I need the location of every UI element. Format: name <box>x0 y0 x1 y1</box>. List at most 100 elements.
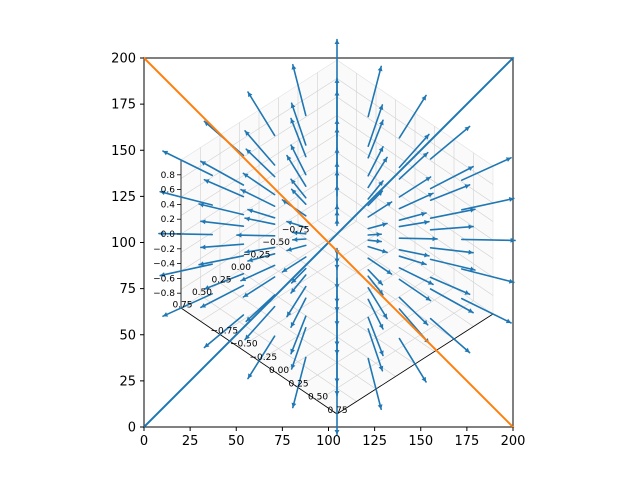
quiver-arrowhead <box>290 118 295 124</box>
quiver-arrowhead <box>467 166 474 171</box>
quiver-arrow <box>203 178 245 198</box>
quiver-arrow <box>367 156 388 189</box>
inset-x-tick-label: 0.50 <box>192 288 212 298</box>
quiver-arrow <box>460 157 512 181</box>
quiver-arrowhead <box>247 257 253 263</box>
quiver-arrowhead <box>378 146 384 152</box>
quiver-arrowhead <box>464 347 470 353</box>
quiver-arrowhead <box>424 252 429 258</box>
quiver-arrowhead <box>286 155 292 161</box>
quiver-arrowhead <box>382 248 388 254</box>
quiver-arrowhead <box>427 192 434 198</box>
quiver-arrowhead <box>334 219 340 224</box>
inset-z-tick-label: −0.4 <box>153 260 175 270</box>
quiver-arrow <box>290 144 307 176</box>
quiver-arrow <box>290 297 307 328</box>
quiver-arrowhead <box>378 181 383 187</box>
quiver-arrowhead <box>291 287 296 293</box>
quiver-arrowhead <box>505 318 512 324</box>
inset-z-tick-label: 0.6 <box>161 186 176 196</box>
quiver-arrow <box>398 237 438 240</box>
quiver-arrow <box>162 292 213 317</box>
quiver-arrow <box>367 201 393 218</box>
quiver-arrowhead <box>422 319 428 325</box>
quiver-arrowhead <box>290 363 296 370</box>
quiver-arrowhead <box>291 179 296 185</box>
quiver-arrowhead <box>424 219 429 225</box>
quiver-arrowhead <box>290 348 295 354</box>
quiver-arrow <box>290 102 307 146</box>
inset-gridline <box>180 78 338 179</box>
quiver-arrow <box>429 125 471 160</box>
quiver-arrow <box>398 249 430 257</box>
quiver-arrow <box>398 255 427 266</box>
inset-x-tick-label: −0.75 <box>282 226 310 236</box>
inset-z-tick-label: −0.6 <box>153 274 175 284</box>
quiver-arrow <box>244 246 276 254</box>
quiver-arrowhead <box>291 189 297 195</box>
quiver-arrowhead <box>468 224 474 230</box>
quiver-arrowhead <box>422 152 428 158</box>
inset-gridline <box>336 115 494 222</box>
quiver-arrow <box>200 284 245 309</box>
quiver-arrowhead <box>378 365 384 371</box>
quiver-arrowhead <box>200 219 206 225</box>
quiver-arrowhead <box>377 404 383 410</box>
quiver-arrowhead <box>158 231 164 237</box>
quiver-arrow <box>398 192 434 210</box>
quiver-arrowhead <box>199 261 204 267</box>
quiver-arrow <box>291 63 307 117</box>
y-tick-label: 50 <box>119 328 136 343</box>
quiver-arrowhead <box>204 342 210 348</box>
quiver-arrow <box>198 255 245 266</box>
quiver-arrow <box>367 104 384 147</box>
inset-y-tick-label: 0.75 <box>328 406 348 416</box>
quiver-arrowhead <box>286 246 292 252</box>
quiver-arrow <box>290 326 307 370</box>
x-tick-label: 0 <box>140 434 148 449</box>
quiver-arrow <box>198 203 245 216</box>
quiver-arrow <box>398 151 429 180</box>
quiver-arrow <box>203 272 245 290</box>
quiver-arrowhead <box>464 184 470 189</box>
inset-gridline <box>180 115 338 216</box>
inset-gridline <box>336 78 494 185</box>
quiver-arrow <box>398 94 427 139</box>
quiver-arrowhead <box>464 290 470 295</box>
quiver-arrowhead <box>200 244 206 250</box>
quiver-arrowhead <box>425 177 431 182</box>
y-tick-label: 100 <box>111 236 136 251</box>
quiver-arrow <box>398 278 432 302</box>
quiver-arrowhead <box>245 130 250 136</box>
y-tick-label: 0 <box>128 421 136 436</box>
x-tick-label: 175 <box>454 434 479 449</box>
quiver-arrow <box>367 119 384 159</box>
quiver-arrow <box>290 315 307 355</box>
quiver-arrowhead <box>467 308 474 313</box>
quiver-arrowhead <box>382 157 388 163</box>
quiver-arrowhead <box>236 232 242 238</box>
inset-x-tick-label: 0.75 <box>172 301 192 311</box>
x-tick-label: 125 <box>362 434 387 449</box>
quiver-arrow <box>460 297 512 324</box>
quiver-arrowhead <box>334 91 340 96</box>
inset-x-tick-label: 0.25 <box>211 276 231 286</box>
y-tick-label: 75 <box>119 282 136 297</box>
quiver-arrowhead <box>421 211 427 217</box>
quiver-arrow <box>398 266 434 286</box>
quiver-arrow <box>367 316 384 357</box>
inset-z-tick-label: −0.8 <box>153 289 175 299</box>
quiver-arrow <box>247 91 276 137</box>
quiver-arrowhead <box>382 222 388 228</box>
quiver-arrowhead <box>286 220 292 226</box>
y-tick-label: 200 <box>111 52 136 67</box>
quiver-arrowhead <box>199 202 205 208</box>
quiver-arrowhead <box>204 179 210 184</box>
quiver-arrow <box>460 197 515 211</box>
quiver-arrow <box>200 243 245 249</box>
quiver-arrowhead <box>247 92 253 98</box>
inset-z-tick-label: 0.0 <box>161 230 176 240</box>
quiver-arrow <box>429 208 476 219</box>
quiver-arrow <box>367 146 384 177</box>
